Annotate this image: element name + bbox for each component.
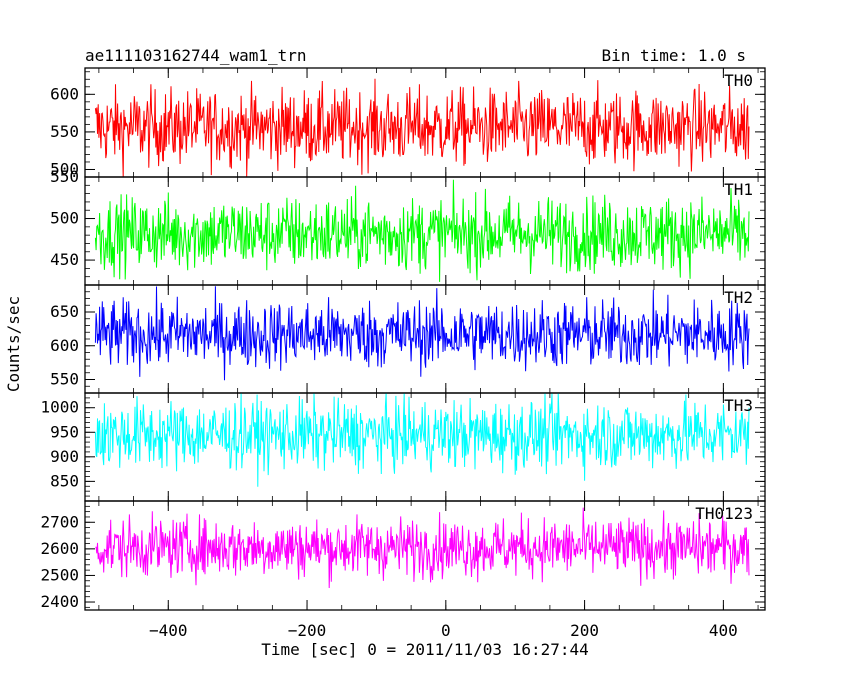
panels-group: 500550600TH0450500550TH1550600650TH28509… bbox=[40, 67, 766, 640]
panel-name-label: TH0123 bbox=[695, 504, 753, 523]
y-tick-label: 2400 bbox=[40, 592, 79, 611]
series-line-th0123 bbox=[95, 507, 750, 589]
y-tick-label: 450 bbox=[50, 250, 79, 269]
panel-name-label: TH1 bbox=[724, 180, 753, 199]
y-tick-label: 2700 bbox=[40, 512, 79, 531]
y-tick-label: 2600 bbox=[40, 539, 79, 558]
panel-th0123: 2400 2500 2600 2700 TH0123 bbox=[40, 500, 766, 611]
series-line-th1 bbox=[94, 179, 750, 282]
y-tick-label: 550 bbox=[50, 370, 79, 389]
panel-name-label: TH3 bbox=[724, 396, 753, 415]
panel-name-label: TH0 bbox=[724, 71, 753, 90]
y-tick-label: 1000 bbox=[40, 398, 79, 417]
panel-th0: 500 550 600 TH0 bbox=[50, 67, 766, 178]
y-tick-label: 650 bbox=[50, 302, 79, 321]
y-tick-label: 500 bbox=[50, 159, 79, 178]
y-tick-label: 600 bbox=[50, 84, 79, 103]
x-tick-label: 200 bbox=[570, 621, 599, 640]
y-tick-label: 950 bbox=[50, 422, 79, 441]
y-tick-label: 500 bbox=[50, 209, 79, 228]
panel-th2: 550 600 650 TH2 bbox=[50, 284, 766, 394]
chart-title: ae111103162744_wam1_trn bbox=[85, 46, 307, 65]
y-tick-label: 550 bbox=[50, 167, 79, 186]
x-axis-title: Time [sec] 0 = 2011/11/03 16:27:44 bbox=[261, 640, 589, 659]
panel-name-label: TH2 bbox=[724, 288, 753, 307]
panel-th3: 850 900 950 1000 TH3 bbox=[40, 392, 766, 502]
y-tick-label: 900 bbox=[50, 447, 79, 466]
x-tick-label: 400 bbox=[709, 621, 738, 640]
y-axis-title: Counts/sec bbox=[4, 296, 23, 392]
panel-th1: 450 500 550 TH1 bbox=[50, 167, 766, 286]
y-tick-label: 850 bbox=[50, 471, 79, 490]
bin-time-label: Bin time: 1.0 s bbox=[602, 46, 747, 65]
panel-frame bbox=[84, 500, 766, 611]
series-line-th0 bbox=[94, 78, 750, 178]
y-tick-label: 550 bbox=[50, 122, 79, 141]
y-tick-label: 600 bbox=[50, 336, 79, 355]
y-tick-label: 2500 bbox=[40, 565, 79, 584]
x-tick-label: −400 bbox=[149, 621, 188, 640]
x-tick-label: −200 bbox=[288, 621, 327, 640]
series-line-th2 bbox=[94, 286, 750, 381]
series-line-th3 bbox=[94, 392, 750, 487]
x-tick-label: 0 bbox=[441, 621, 451, 640]
